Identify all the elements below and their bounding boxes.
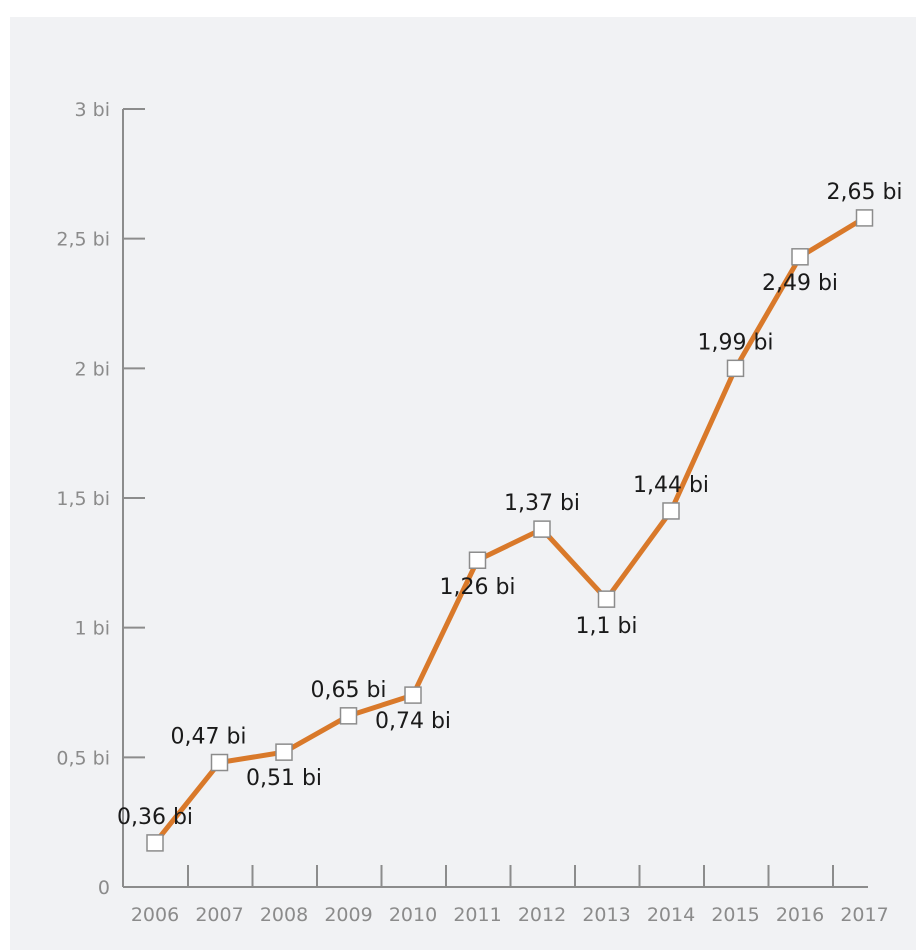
x-tick-label: 2009 (324, 904, 372, 926)
data-label: 1,37 bi (504, 491, 580, 516)
y-tick-label: 0,5 bi (56, 747, 110, 769)
x-tick-label: 2006 (131, 904, 179, 926)
data-point-marker (726, 359, 745, 378)
data-label: 1,1 bi (575, 614, 637, 639)
data-point-marker (533, 520, 551, 538)
x-tick-label: 2015 (711, 904, 759, 926)
x-tick-label: 2007 (195, 904, 243, 926)
data-label: 2,65 bi (826, 180, 902, 205)
y-tick-label: 1 bi (75, 618, 110, 640)
x-tick-label: 2016 (776, 904, 824, 926)
data-label: 0,65 bi (310, 678, 386, 703)
data-point-marker (275, 743, 293, 761)
data-label: 1,99 bi (697, 330, 773, 355)
data-point-marker (339, 707, 358, 725)
y-tick-label: 0 (98, 877, 110, 899)
series-line (152, 215, 867, 846)
x-tick-label: 2010 (389, 904, 437, 926)
data-point-marker (404, 686, 422, 704)
y-tick-label: 2 bi (75, 358, 110, 380)
data-point-marker (855, 209, 874, 227)
data-label: 0,47 bi (170, 725, 246, 750)
x-tick-label: 2012 (518, 904, 566, 926)
x-tick-label: 2017 (840, 904, 888, 926)
series-polyline (152, 215, 867, 846)
y-tick-label: 2,5 bi (56, 229, 110, 251)
axes: 0 0,5 bi 1 bi 1,5 bi 2 bi 2,5 bi 3 bi 2006 2007 2… (56, 99, 888, 926)
y-tick-label: 3 bi (75, 99, 110, 121)
data-point-marker (468, 551, 487, 569)
data-label: 0,74 bi (375, 709, 451, 734)
chart-background (10, 17, 916, 950)
data-label: 1,26 bi (439, 575, 515, 600)
x-tick-label: 2011 (453, 904, 501, 926)
x-tick-label: 2013 (582, 904, 630, 926)
data-point-marker (791, 248, 809, 266)
x-tick-label: 2008 (260, 904, 308, 926)
data-label: 0,51 bi (246, 766, 322, 791)
data-point-marker (662, 502, 680, 520)
data-label: 1,44 bi (633, 473, 709, 498)
data-labels: 0,36 bi 0,47 bi0,51 bi 0,65 bi 0,74 bi 1,26 … (117, 180, 903, 830)
y-tick-label: 1,5 bi (56, 488, 110, 510)
data-label: 2,49 bi (762, 271, 838, 296)
data-point-marker (597, 590, 616, 608)
data-markers (146, 209, 874, 852)
data-point-marker (146, 834, 164, 852)
x-tick-label: 2014 (647, 904, 695, 926)
data-label: 0,36 bi (117, 805, 193, 830)
data-point-marker (210, 753, 229, 772)
